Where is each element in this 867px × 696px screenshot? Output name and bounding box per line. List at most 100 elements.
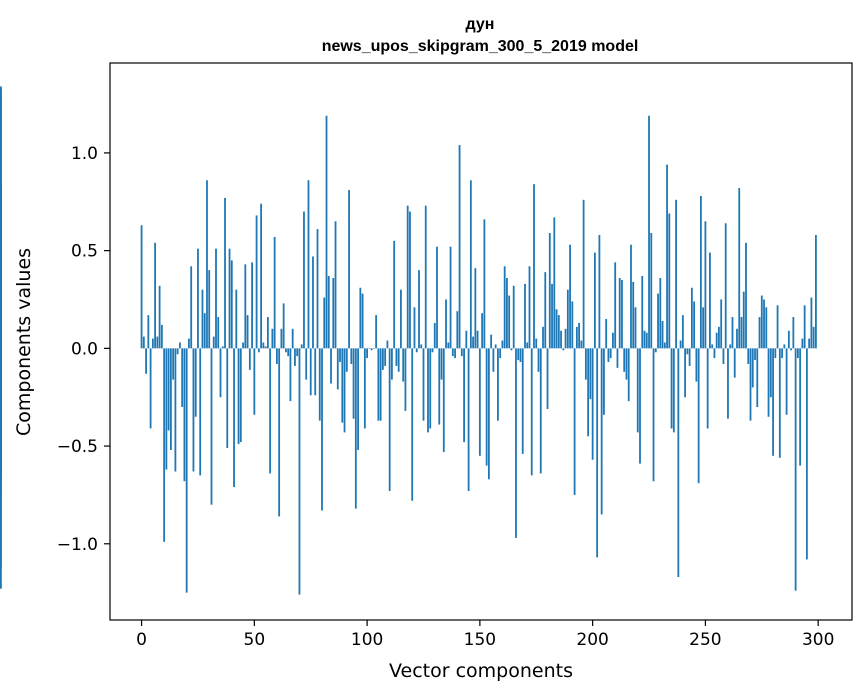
bar	[740, 317, 743, 349]
bar	[499, 348, 502, 359]
bar	[580, 340, 583, 349]
y-axis-ticks: −1.0 −0.5 0.0 0.5 1.0	[57, 144, 110, 555]
bar	[483, 219, 486, 349]
bar	[402, 348, 405, 382]
bar	[510, 348, 513, 351]
bar	[303, 211, 305, 349]
bar	[422, 348, 425, 421]
bar	[677, 348, 680, 577]
bar	[230, 260, 233, 349]
bar	[539, 348, 542, 474]
y-tick-label: 0.5	[71, 242, 98, 262]
bar	[194, 348, 197, 417]
bar	[654, 348, 657, 353]
bar	[738, 188, 741, 349]
bar	[224, 197, 226, 349]
bar	[799, 348, 802, 466]
bar	[521, 348, 524, 454]
bar	[774, 348, 777, 359]
bar	[528, 266, 531, 349]
bar	[244, 264, 247, 349]
bar	[573, 348, 576, 495]
bar	[314, 348, 317, 396]
bar	[215, 248, 217, 349]
bar	[442, 348, 445, 452]
bar	[679, 340, 682, 349]
bar	[348, 190, 350, 349]
bar	[661, 320, 664, 349]
bar	[627, 348, 630, 402]
bar	[339, 348, 341, 363]
bar	[142, 336, 145, 349]
bar	[519, 348, 522, 363]
y-axis-label: Components values	[13, 248, 35, 436]
bar	[179, 342, 181, 349]
bar	[219, 348, 222, 398]
bar	[718, 326, 720, 349]
bar	[375, 315, 378, 349]
bar	[546, 348, 549, 409]
bar	[551, 283, 553, 349]
bar	[447, 342, 450, 349]
bar	[749, 348, 752, 421]
bar	[609, 348, 612, 359]
bar	[413, 307, 416, 349]
bar	[411, 348, 414, 501]
bar	[420, 344, 423, 349]
bar	[745, 242, 747, 349]
bar	[663, 342, 666, 349]
bar	[815, 234, 817, 349]
bar	[192, 348, 195, 472]
bar	[201, 289, 204, 349]
bar	[404, 348, 407, 411]
bar	[294, 348, 296, 366]
bar	[469, 180, 472, 349]
bar	[485, 348, 488, 466]
bar	[206, 180, 208, 349]
bar	[506, 277, 508, 349]
bar	[598, 234, 601, 349]
bar	[278, 348, 281, 517]
bar	[167, 348, 170, 431]
bar	[165, 348, 168, 470]
bar	[614, 262, 617, 349]
bar	[334, 221, 337, 349]
bar	[370, 348, 373, 351]
bar	[391, 348, 393, 380]
bar	[681, 315, 684, 349]
bar	[386, 340, 389, 349]
bar	[596, 348, 599, 558]
bar	[618, 277, 621, 349]
bar	[217, 317, 220, 349]
bar	[472, 336, 474, 349]
bar	[361, 293, 364, 349]
bar	[564, 328, 567, 349]
bar	[400, 289, 402, 349]
bar	[666, 164, 668, 349]
bar	[266, 317, 269, 349]
bar	[530, 348, 533, 476]
bar	[325, 115, 328, 349]
bar	[787, 330, 790, 349]
bar	[600, 348, 603, 515]
bar	[537, 348, 540, 372]
bar	[578, 322, 580, 349]
x-tick-label: 100	[351, 630, 383, 650]
bar	[458, 145, 461, 349]
bar	[593, 252, 596, 349]
bar	[553, 217, 556, 349]
bar	[724, 223, 727, 349]
bar	[763, 299, 765, 349]
bar	[751, 348, 754, 388]
bar	[359, 287, 362, 349]
bar	[767, 348, 770, 417]
bar	[418, 270, 420, 349]
bar	[704, 221, 707, 349]
bar	[429, 348, 432, 429]
bar	[321, 348, 323, 511]
x-axis-ticks: 0 50 100 150 200 250 300	[136, 620, 834, 650]
x-tick-label: 50	[244, 630, 266, 650]
bar	[747, 348, 750, 364]
bar	[652, 348, 655, 482]
